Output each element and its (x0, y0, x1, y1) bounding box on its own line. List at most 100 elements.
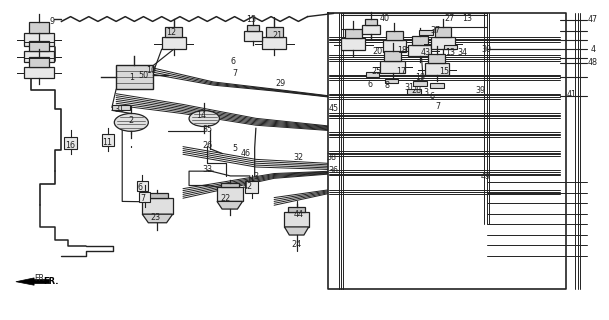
Text: 48: 48 (588, 58, 598, 67)
Text: 7: 7 (140, 194, 146, 203)
Bar (65, 137, 77, 149)
Text: 6: 6 (429, 92, 435, 101)
Bar (407, 89, 421, 94)
Bar (288, 207, 305, 212)
Bar (262, 37, 286, 49)
Text: 3: 3 (423, 88, 429, 97)
Text: 44: 44 (294, 210, 303, 219)
Text: 2: 2 (128, 116, 134, 125)
Text: 31: 31 (114, 105, 124, 114)
Text: 6: 6 (368, 80, 373, 89)
Text: 8: 8 (384, 81, 389, 90)
Text: 5: 5 (232, 144, 237, 153)
Bar (414, 81, 427, 86)
Text: 47: 47 (588, 15, 598, 24)
Bar (385, 79, 398, 84)
Text: 22: 22 (220, 194, 231, 204)
Text: 31: 31 (404, 83, 415, 92)
Text: 20: 20 (372, 47, 382, 56)
Text: 9: 9 (50, 17, 55, 26)
Text: 35: 35 (202, 125, 213, 134)
Text: 13: 13 (247, 15, 256, 24)
Bar (284, 212, 309, 227)
Bar (24, 33, 54, 46)
Bar (432, 37, 454, 49)
Bar (221, 183, 239, 188)
Bar (217, 188, 242, 201)
Text: 13: 13 (462, 14, 473, 23)
Text: 15: 15 (439, 67, 449, 76)
Bar (29, 41, 49, 51)
Text: 7: 7 (232, 68, 237, 77)
Text: 3: 3 (253, 172, 258, 181)
Text: 37: 37 (430, 27, 440, 36)
Circle shape (189, 111, 219, 126)
Bar (143, 198, 172, 214)
Bar (245, 181, 258, 193)
Text: 33: 33 (202, 165, 213, 174)
Text: 17: 17 (396, 67, 407, 76)
Text: 24: 24 (292, 240, 301, 249)
Text: 26: 26 (202, 141, 213, 150)
Text: 28: 28 (412, 86, 422, 95)
Polygon shape (143, 214, 172, 223)
Text: 19: 19 (415, 73, 425, 82)
Text: 4: 4 (591, 45, 596, 54)
Bar (412, 36, 428, 45)
Text: 29: 29 (275, 79, 286, 88)
Bar (425, 63, 449, 75)
Text: 25: 25 (371, 67, 381, 76)
Bar (443, 44, 457, 49)
Text: 18: 18 (396, 45, 407, 55)
Bar (365, 19, 377, 25)
Text: 39: 39 (476, 86, 486, 95)
Text: 16: 16 (66, 141, 76, 150)
Bar (24, 51, 54, 62)
Text: 6: 6 (138, 183, 143, 192)
Bar (266, 28, 283, 37)
Text: 13: 13 (445, 48, 456, 57)
Bar (247, 25, 259, 31)
Bar (139, 192, 150, 202)
Bar (362, 25, 381, 34)
Bar (341, 38, 365, 50)
Text: 21: 21 (272, 31, 282, 40)
Text: 27: 27 (444, 14, 454, 23)
Text: 42: 42 (243, 182, 253, 191)
Text: 40: 40 (379, 14, 390, 23)
Text: 14: 14 (196, 111, 206, 120)
Bar (116, 65, 153, 89)
Bar (29, 22, 49, 33)
Bar (345, 29, 362, 38)
Bar (137, 181, 148, 191)
Text: 34: 34 (457, 48, 468, 57)
Text: 43: 43 (421, 48, 431, 57)
Text: FR.: FR. (34, 274, 46, 283)
Text: 10: 10 (146, 66, 157, 75)
Text: 6: 6 (230, 57, 235, 66)
Bar (24, 67, 54, 78)
Polygon shape (284, 227, 309, 235)
Polygon shape (217, 201, 242, 209)
Bar (435, 28, 451, 37)
Bar (112, 105, 130, 110)
Bar (386, 31, 403, 40)
Bar (431, 83, 443, 87)
Bar (420, 30, 433, 35)
Text: 1: 1 (129, 73, 134, 82)
Circle shape (114, 114, 149, 131)
Bar (166, 28, 182, 37)
Bar (162, 37, 186, 49)
Bar (384, 51, 401, 61)
Bar (381, 61, 405, 73)
Text: 30: 30 (482, 44, 492, 54)
Bar (383, 40, 406, 52)
Text: 50: 50 (138, 71, 149, 80)
Text: 38: 38 (327, 153, 337, 162)
Text: 36: 36 (329, 166, 339, 175)
Text: 11: 11 (102, 138, 112, 147)
Text: 7: 7 (435, 102, 441, 111)
Text: 49: 49 (481, 172, 491, 181)
Bar (409, 45, 432, 56)
Bar (102, 134, 114, 146)
